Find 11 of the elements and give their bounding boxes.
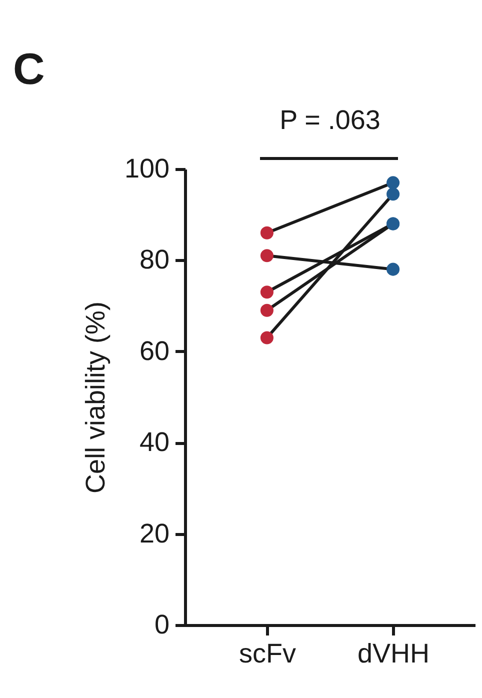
chart-title: C	[13, 45, 45, 94]
y-tick-label: 40	[139, 427, 170, 458]
y-tick-label: 0	[154, 610, 170, 640]
text: P = .063	[280, 105, 380, 135]
y-axis-title: Cell viability (%)	[80, 301, 110, 494]
x-tick-label: dVHH	[358, 638, 430, 668]
y-tick-label: 100	[124, 154, 170, 184]
y-tick-label: 60	[139, 336, 170, 366]
y-tick-label: 80	[139, 244, 170, 275]
x-tick-label: scFv	[238, 638, 296, 668]
y-tick-label: 20	[139, 518, 170, 548]
